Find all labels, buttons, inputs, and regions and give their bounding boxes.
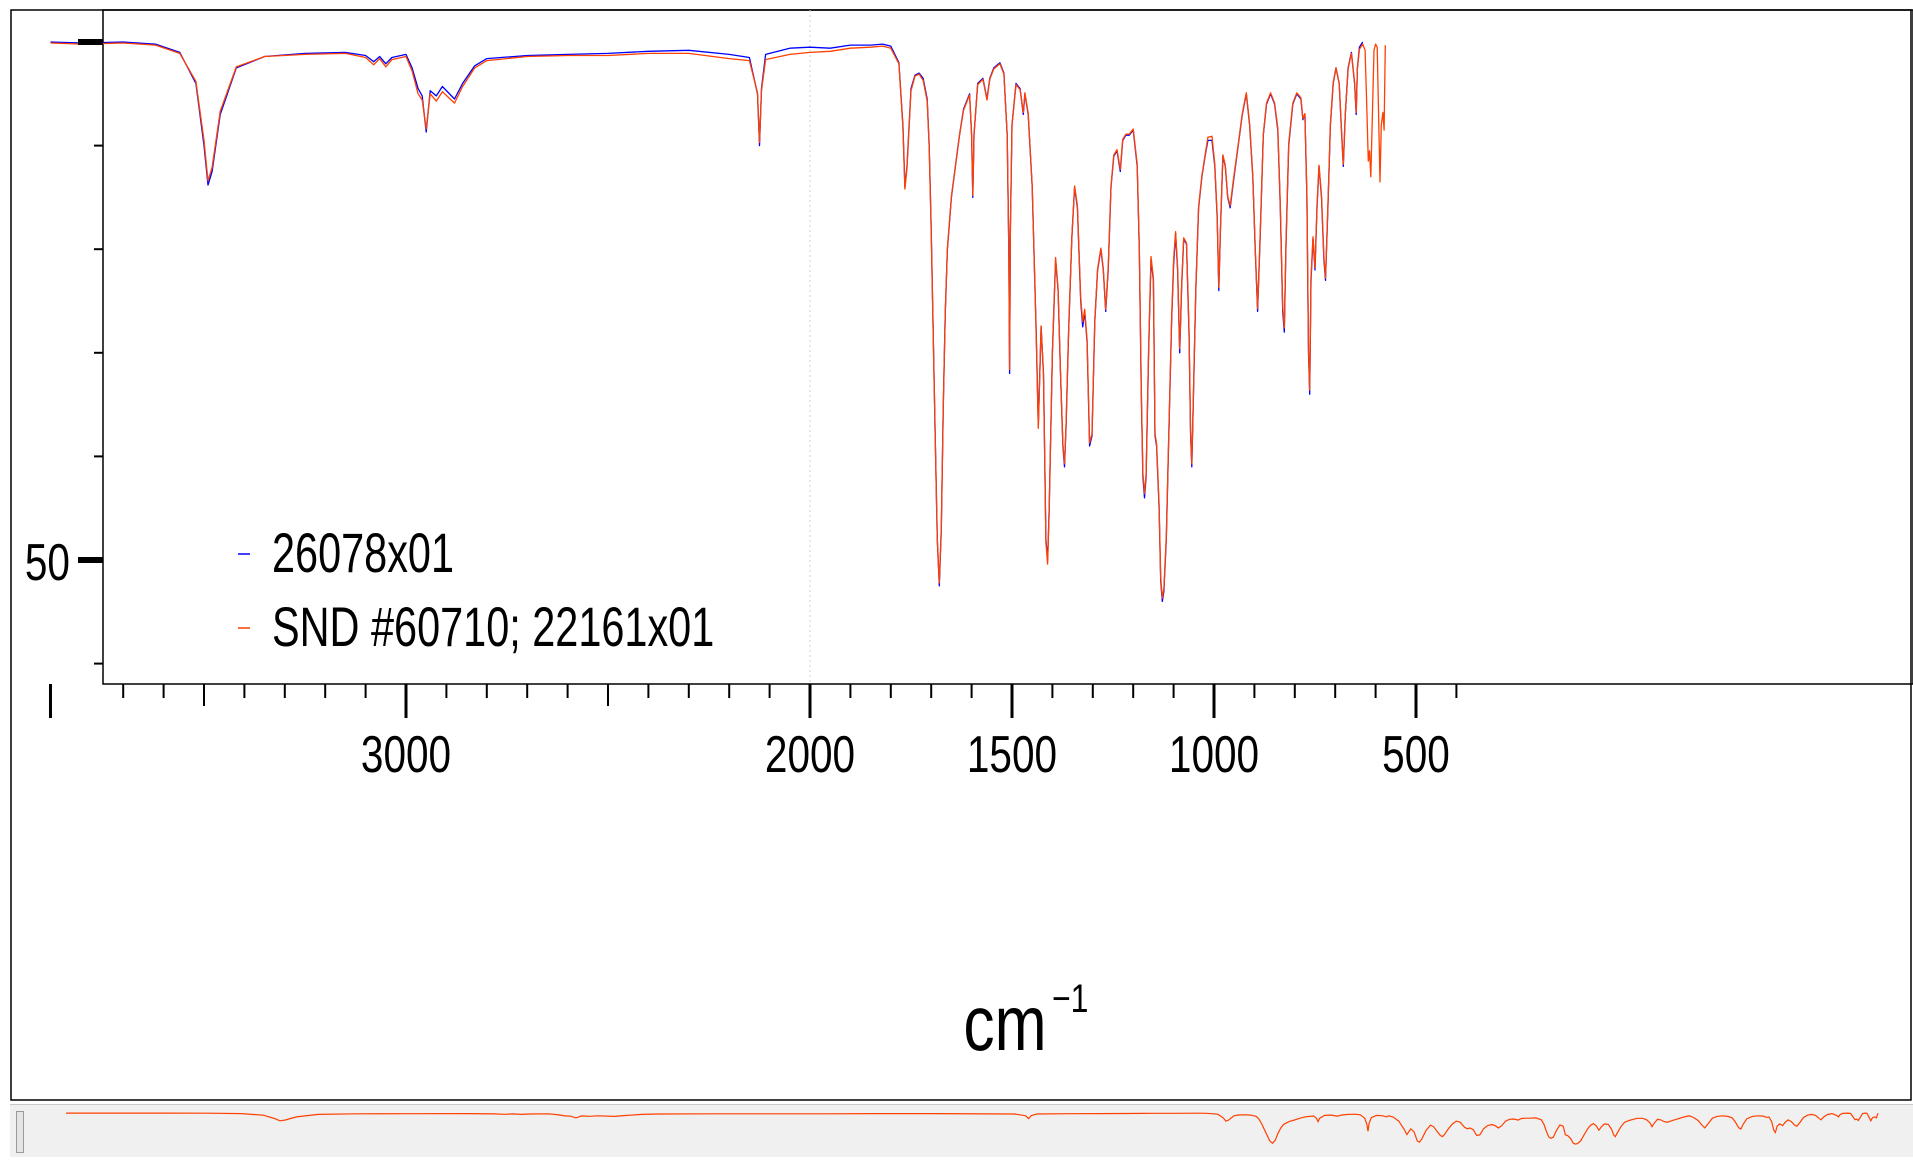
legend-label-series-2: SND #60710; 22161x01 xyxy=(272,596,714,659)
x-axis-title: cm xyxy=(963,979,1046,1066)
overview-handle[interactable] xyxy=(16,1111,24,1153)
x-axis-title-exponent: −1 xyxy=(1052,976,1088,1021)
legend-label-series-1: 26078x01 xyxy=(272,522,454,585)
y-tick-label: 50 xyxy=(25,533,70,591)
overview-series-line xyxy=(66,1112,1879,1145)
plot-area xyxy=(102,9,1913,685)
overview-trace xyxy=(66,1112,1879,1145)
x-tick-label: 2000 xyxy=(765,725,855,783)
x-tick-label: 1500 xyxy=(967,725,1057,783)
x-tick-label: 1000 xyxy=(1169,725,1259,783)
x-tick-label: 3000 xyxy=(361,725,451,783)
spectrum-overview-scrollbar[interactable] xyxy=(10,1104,1913,1157)
x-tick-label: 500 xyxy=(1382,725,1450,783)
series-line-1 xyxy=(50,41,1364,603)
series-line-2 xyxy=(50,42,1386,599)
